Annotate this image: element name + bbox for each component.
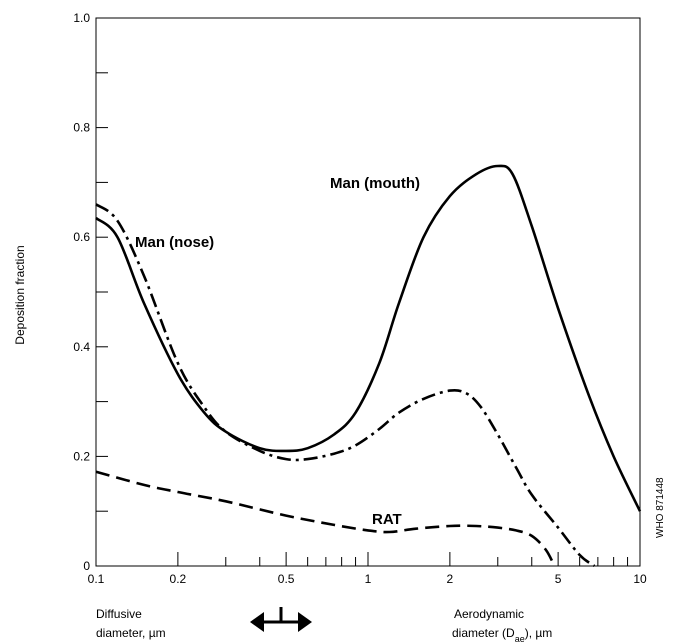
x-label-aerodynamic-line1: Aerodynamic xyxy=(454,607,524,621)
y-tick-label: 0.8 xyxy=(73,121,90,135)
x-label-diffusive-line2: diameter, µm xyxy=(96,626,166,640)
series-line-man-nose xyxy=(95,203,596,568)
y-tick-label: 1.0 xyxy=(73,11,90,25)
side-code-text: WHO 871448 xyxy=(655,477,666,538)
x-tick-label: 5 xyxy=(555,572,562,586)
series-line-rat xyxy=(95,470,556,567)
x-label-diffusive-line1: Diffusive xyxy=(96,607,142,621)
x-label-aerodynamic-subscript: ae xyxy=(515,634,525,644)
series-label-man-mouth: Man (mouth) xyxy=(330,175,420,192)
y-tick-label: 0.2 xyxy=(73,449,90,463)
double-arrow-icon xyxy=(250,607,312,632)
x-tick-label: 1 xyxy=(365,572,372,586)
x-label-aerodynamic-line2: diameter (Dae), µm xyxy=(452,626,552,644)
x-tick-label: 0.5 xyxy=(278,572,295,586)
y-tick-label: 0.6 xyxy=(73,230,90,244)
plot-frame xyxy=(95,17,641,567)
x-label-aerodynamic-suffix: ), µm xyxy=(525,626,553,640)
y-tick-label: 0.4 xyxy=(73,340,90,354)
x-tick-label: 0.1 xyxy=(88,572,105,586)
x-tick-label: 0.2 xyxy=(170,572,187,586)
x-tick-label: 2 xyxy=(447,572,454,586)
x-tick-label: 10 xyxy=(633,572,647,586)
x-label-aerodynamic-prefix: diameter (D xyxy=(452,626,515,640)
series-label-man-nose: Man (nose) xyxy=(135,234,214,251)
y-axis-label: Deposition fraction xyxy=(13,245,27,344)
y-tick-label: 0 xyxy=(83,559,90,573)
series-line-man-mouth xyxy=(95,164,642,512)
series-label-rat: RAT xyxy=(372,511,402,528)
